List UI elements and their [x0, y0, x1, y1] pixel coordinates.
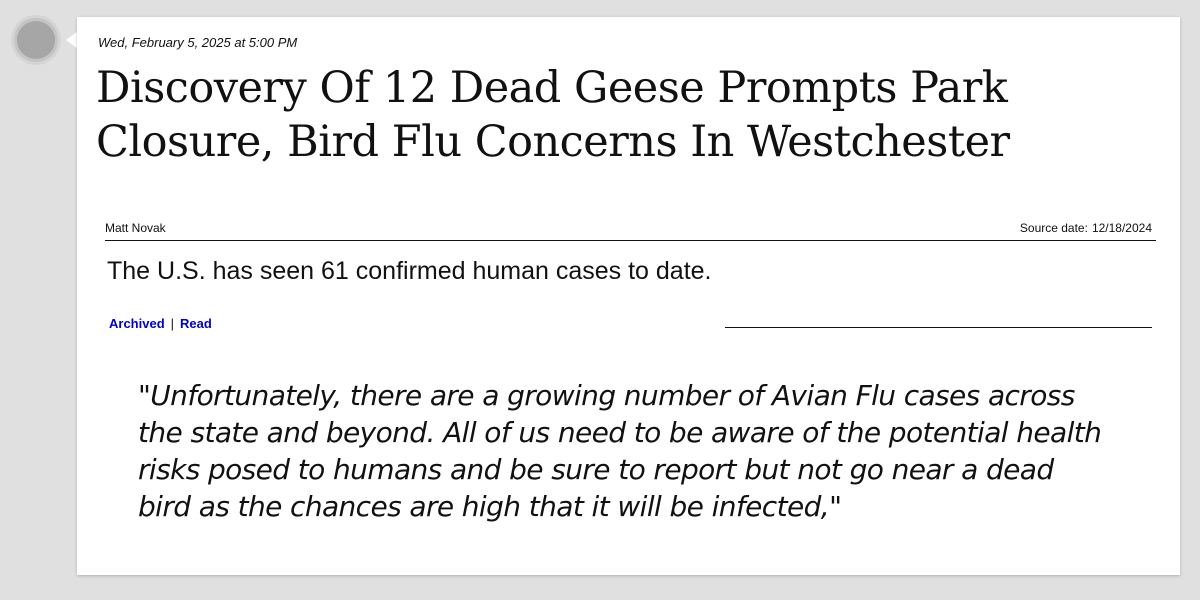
post-timestamp: Wed, February 5, 2025 at 5:00 PM — [98, 35, 298, 50]
article-quote: "Unfortunately, there are a growing numb… — [138, 379, 1102, 523]
post-card: Wed, February 5, 2025 at 5:00 PM Discove… — [77, 17, 1180, 575]
read-link[interactable]: Read — [180, 316, 212, 331]
avatar-image — [17, 21, 55, 59]
article-links: Archived | Read — [109, 316, 212, 331]
article-summary: The U.S. has seen 61 confirmed human cas… — [107, 257, 712, 285]
avatar[interactable] — [14, 18, 58, 62]
source-date-label: Source date: — [1019, 221, 1088, 235]
source-date-value: 12/18/2024 — [1091, 221, 1152, 235]
archived-link[interactable]: Archived — [109, 316, 165, 331]
author-name: Matt Novak — [105, 221, 166, 235]
links-rule — [725, 327, 1152, 328]
link-separator: | — [170, 316, 175, 331]
source-date: Source date: 12/18/2024 — [1020, 221, 1152, 235]
article-headline: Discovery Of 12 Dead Geese Prompts Park … — [96, 63, 1010, 167]
card-pointer — [66, 31, 78, 49]
byline-divider — [105, 240, 1156, 241]
